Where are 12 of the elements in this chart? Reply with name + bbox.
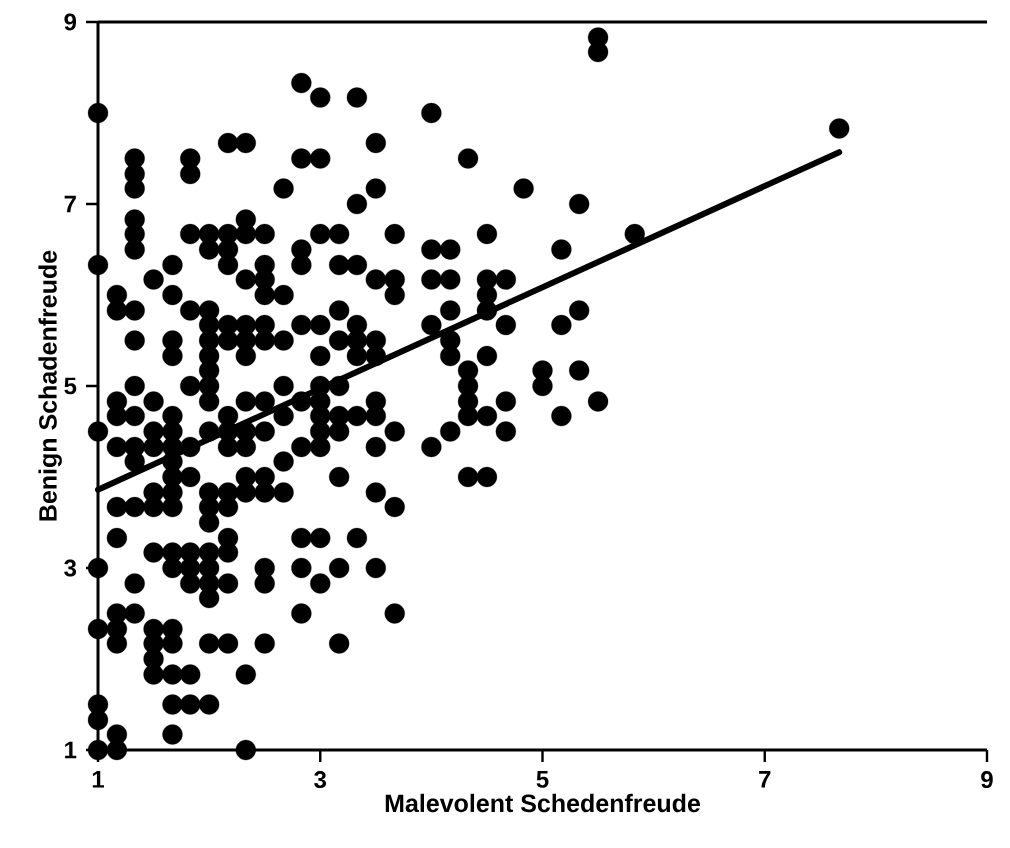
y-tick-label: 1 [65,741,77,759]
x-tick-label: 7 [759,771,771,788]
y-axis-title: Benign Schadenfreude [38,250,62,521]
x-axis-title: Malevolent Schedenfreude [385,793,700,813]
y-tick-label: 7 [64,195,76,213]
y-tick-label: 3 [64,559,77,577]
x-tick-label: 5 [536,771,549,788]
x-tick-label: 9 [981,771,993,789]
y-tick-label: 9 [64,13,77,31]
x-tick-label: 1 [92,771,104,788]
x-tick-label: 3 [314,771,327,789]
y-tick-label: 5 [64,377,77,395]
